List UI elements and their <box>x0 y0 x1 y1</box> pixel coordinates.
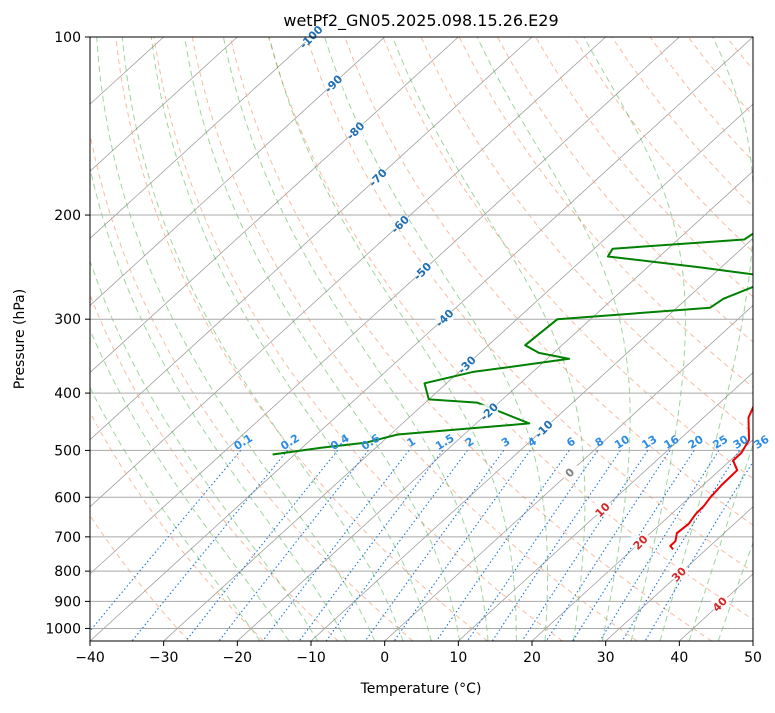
x-tick-label: −30 <box>149 650 179 666</box>
x-tick-label: 50 <box>744 650 762 666</box>
x-tick-label: 20 <box>523 650 541 666</box>
y-tick-label: 100 <box>54 30 81 46</box>
y-tick-label: 200 <box>54 208 81 224</box>
y-tick-label: 500 <box>54 443 81 459</box>
y-tick-label: 800 <box>54 564 81 580</box>
y-tick-label: 900 <box>54 594 81 610</box>
x-tick-label: −20 <box>223 650 253 666</box>
x-tick-label: 10 <box>449 650 467 666</box>
x-tick-label: −10 <box>296 650 326 666</box>
y-axis-label: Pressure (hPa) <box>12 289 28 389</box>
y-tick-label: 1000 <box>45 621 81 637</box>
y-tick-label: 400 <box>54 386 81 402</box>
y-tick-label: 300 <box>54 312 81 328</box>
x-axis-label: Temperature (°C) <box>360 681 482 697</box>
y-tick-label: 700 <box>54 530 81 546</box>
y-tick-label: 600 <box>54 490 81 506</box>
chart-title: wetPf2_GN05.2025.098.15.26.E29 <box>283 11 558 31</box>
x-tick-label: 0 <box>380 650 389 666</box>
x-tick-label: 30 <box>597 650 615 666</box>
x-tick-label: 40 <box>670 650 688 666</box>
x-tick-label: −40 <box>75 650 105 666</box>
